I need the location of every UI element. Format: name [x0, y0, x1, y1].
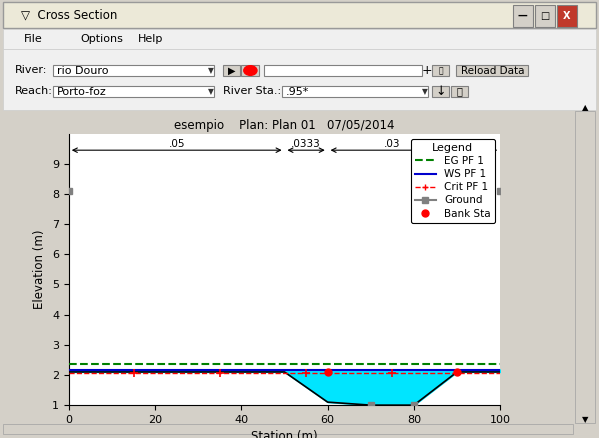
Text: .03: .03 [384, 139, 401, 148]
FancyBboxPatch shape [557, 5, 577, 27]
Title: esempio    Plan: Plan 01   07/05/2014: esempio Plan: Plan 01 07/05/2014 [174, 120, 395, 132]
Text: Help: Help [138, 34, 163, 43]
Text: .05: .05 [470, 139, 487, 148]
Text: rio Douro: rio Douro [57, 66, 108, 75]
FancyBboxPatch shape [432, 86, 449, 97]
Y-axis label: Elevation (m): Elevation (m) [34, 230, 47, 309]
Text: ▶: ▶ [228, 66, 235, 75]
X-axis label: Station (m): Station (m) [251, 431, 318, 438]
Text: .0333: .0333 [291, 139, 321, 148]
Circle shape [244, 66, 257, 75]
Text: ▼: ▼ [208, 66, 214, 75]
Text: ▼: ▼ [582, 415, 588, 424]
Text: □: □ [540, 11, 549, 21]
Text: 📷: 📷 [438, 66, 443, 75]
FancyBboxPatch shape [432, 65, 449, 76]
FancyBboxPatch shape [223, 65, 240, 76]
Text: Reload Data: Reload Data [461, 66, 524, 75]
Text: ↓: ↓ [435, 85, 446, 98]
Text: .95*: .95* [286, 87, 309, 96]
Text: ▼: ▼ [208, 87, 214, 96]
FancyBboxPatch shape [456, 65, 528, 76]
Text: Options: Options [81, 34, 124, 43]
Text: ▲: ▲ [582, 103, 588, 112]
Text: River:: River: [15, 65, 47, 75]
FancyBboxPatch shape [282, 86, 428, 97]
Text: .05: .05 [168, 139, 185, 148]
Text: River Sta.:: River Sta.: [223, 86, 282, 96]
FancyBboxPatch shape [264, 65, 422, 76]
Text: Reach:: Reach: [15, 86, 53, 96]
FancyBboxPatch shape [3, 2, 596, 28]
Text: Porto-foz: Porto-foz [57, 87, 107, 96]
Text: ▽  Cross Section: ▽ Cross Section [21, 9, 117, 22]
Text: ⧉: ⧉ [456, 87, 462, 96]
FancyBboxPatch shape [3, 29, 596, 49]
Text: File: File [24, 34, 43, 43]
Text: ▼: ▼ [422, 87, 428, 96]
FancyBboxPatch shape [3, 424, 573, 434]
FancyBboxPatch shape [575, 111, 595, 423]
Text: +: + [421, 64, 432, 77]
FancyBboxPatch shape [535, 5, 555, 27]
FancyBboxPatch shape [451, 86, 468, 97]
Legend: EG PF 1, WS PF 1, Crit PF 1, Ground, Bank Sta: EG PF 1, WS PF 1, Crit PF 1, Ground, Ban… [411, 139, 495, 223]
FancyBboxPatch shape [53, 65, 214, 76]
Text: —: — [518, 11, 528, 21]
FancyBboxPatch shape [53, 86, 214, 97]
FancyBboxPatch shape [241, 65, 259, 76]
FancyBboxPatch shape [3, 49, 596, 110]
Text: X: X [563, 11, 571, 21]
FancyBboxPatch shape [513, 5, 533, 27]
